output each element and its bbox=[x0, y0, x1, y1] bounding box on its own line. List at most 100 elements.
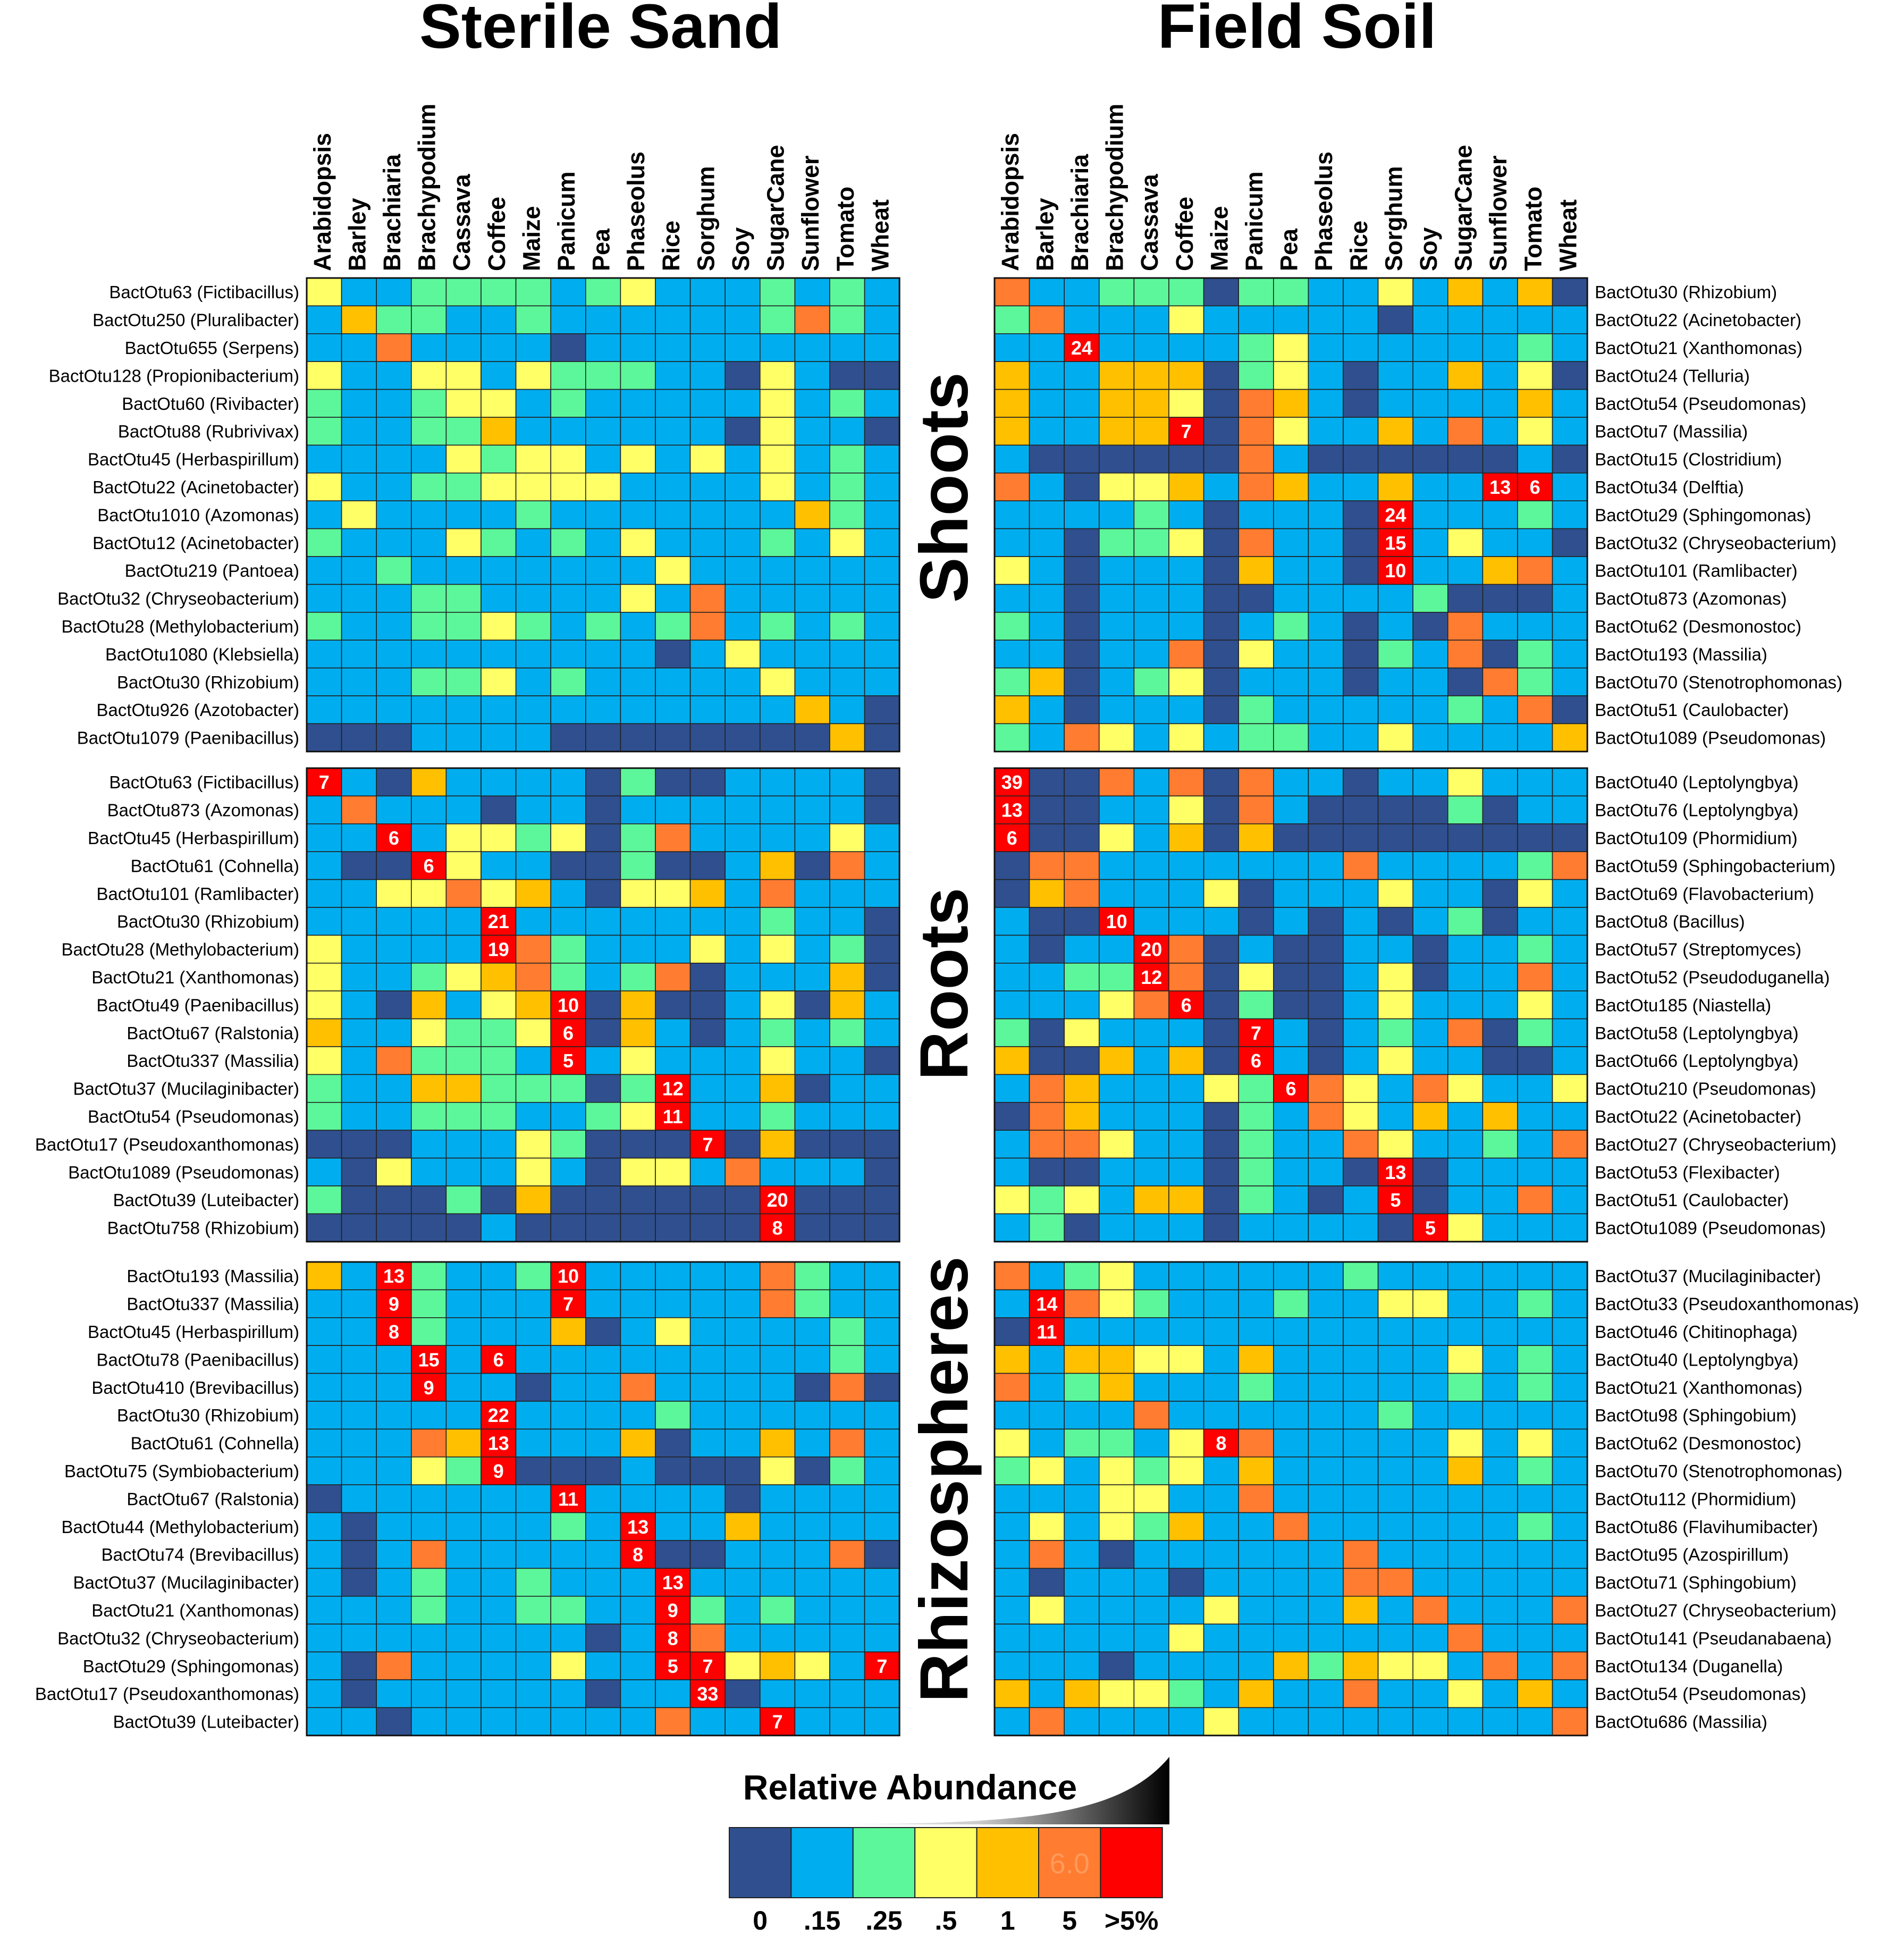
heatmap-cell bbox=[1308, 333, 1344, 362]
heatmap-cell bbox=[1064, 1679, 1100, 1708]
heatmap-cell bbox=[1552, 417, 1588, 446]
heatmap-cell bbox=[1447, 1707, 1484, 1736]
heatmap-cell bbox=[1482, 277, 1518, 307]
heatmap-cell bbox=[410, 1102, 447, 1131]
heatmap-cell bbox=[655, 1157, 691, 1186]
cell-value-label: 7 bbox=[319, 771, 330, 793]
column-header-brachypodium-field-soil: Brachypodium bbox=[1101, 104, 1128, 271]
heatmap-cell bbox=[794, 1345, 830, 1374]
heatmap-cell bbox=[1273, 1401, 1309, 1430]
heatmap-cell bbox=[655, 823, 691, 853]
heatmap-cell bbox=[1064, 1373, 1100, 1402]
heatmap-cell bbox=[1517, 1401, 1553, 1430]
heatmap-cell bbox=[1552, 1428, 1588, 1458]
heatmap-cell bbox=[724, 823, 761, 853]
heatmap-cell bbox=[1133, 1568, 1169, 1597]
heatmap-cell bbox=[1447, 417, 1484, 446]
heatmap-cell bbox=[724, 990, 761, 1020]
heatmap-cell bbox=[585, 277, 621, 307]
heatmap-cell bbox=[689, 1345, 726, 1374]
heatmap-cell bbox=[689, 1707, 726, 1736]
heatmap-cell bbox=[1133, 823, 1169, 853]
heatmap-cell bbox=[445, 1707, 482, 1736]
heatmap-cell bbox=[1343, 1046, 1379, 1075]
heatmap-cell bbox=[1308, 277, 1344, 307]
heatmap-cell bbox=[410, 1623, 447, 1653]
heatmap-cell bbox=[1203, 823, 1240, 853]
heatmap-cell bbox=[620, 1018, 656, 1047]
heatmap-cell bbox=[306, 1157, 342, 1186]
heatmap-cell bbox=[1343, 1102, 1379, 1131]
heatmap-cell bbox=[376, 500, 412, 529]
heatmap-cell bbox=[1517, 667, 1553, 696]
heatmap-cell bbox=[994, 639, 1030, 669]
heatmap-panels: BactOtu63 (Fictibacillus)BactOtu250 (Plu… bbox=[35, 277, 1859, 1737]
heatmap-cell bbox=[550, 1651, 586, 1680]
heatmap-cell bbox=[306, 277, 342, 307]
heatmap-cell bbox=[1029, 1185, 1065, 1215]
heatmap-cell bbox=[1482, 1428, 1518, 1458]
heatmap-cell bbox=[724, 333, 761, 362]
heatmap-cell bbox=[1168, 1707, 1204, 1736]
heatmap-cell bbox=[341, 1046, 377, 1075]
heatmap-cell bbox=[1064, 823, 1100, 853]
heatmap-cell bbox=[1447, 333, 1484, 362]
heatmap-cell bbox=[1343, 907, 1379, 936]
heatmap-cell bbox=[1447, 963, 1484, 992]
heatmap-cell bbox=[1308, 417, 1344, 446]
heatmap-cell bbox=[994, 1540, 1030, 1569]
heatmap-cell bbox=[794, 823, 830, 853]
row-label: BactOtu60 (Rivibacter) bbox=[122, 394, 299, 414]
heatmap-cell bbox=[864, 990, 900, 1020]
heatmap-cell bbox=[410, 333, 447, 362]
heatmap-cell bbox=[829, 417, 865, 446]
heatmap-cell bbox=[620, 1261, 656, 1291]
heatmap-cell bbox=[1308, 584, 1344, 613]
heatmap-cell bbox=[410, 1707, 447, 1736]
heatmap-cell bbox=[1412, 1428, 1448, 1458]
cell-value-label: 15 bbox=[1385, 532, 1406, 554]
heatmap-cell bbox=[794, 1623, 830, 1653]
heatmap-cell bbox=[620, 667, 656, 696]
heatmap-cell bbox=[689, 639, 726, 669]
heatmap-cell bbox=[760, 1457, 796, 1486]
heatmap-cell bbox=[1203, 1046, 1240, 1075]
heatmap-cell bbox=[864, 1157, 900, 1186]
heatmap-cell bbox=[1273, 1623, 1309, 1653]
heatmap-cell bbox=[1168, 1623, 1204, 1653]
cell-value-label: 7 bbox=[1181, 420, 1192, 442]
heatmap-cell bbox=[341, 500, 377, 529]
cell-value-label: 5 bbox=[1425, 1217, 1436, 1239]
heatmap-cell bbox=[515, 1373, 551, 1402]
heatmap-cell bbox=[585, 1130, 621, 1159]
heatmap-cell bbox=[829, 556, 865, 585]
cell-value-label: 6 bbox=[1251, 1050, 1261, 1072]
heatmap-cell bbox=[376, 1651, 412, 1680]
heatmap-cell bbox=[689, 277, 726, 307]
heatmap-cell bbox=[1029, 1651, 1065, 1680]
heatmap-cell bbox=[306, 500, 342, 529]
heatmap-cell bbox=[481, 1512, 517, 1541]
cell-value-label: 19 bbox=[488, 939, 509, 961]
heatmap-cell bbox=[1064, 695, 1100, 725]
heatmap-cell bbox=[515, 1651, 551, 1680]
panel-border bbox=[306, 767, 900, 1243]
legend-swatch bbox=[1100, 1827, 1163, 1898]
heatmap-cell bbox=[689, 1289, 726, 1318]
heatmap-cell bbox=[1482, 389, 1518, 418]
heatmap-cell bbox=[1308, 667, 1344, 696]
heatmap-cell bbox=[1099, 417, 1135, 446]
heatmap-cell bbox=[724, 907, 761, 936]
heatmap-cell bbox=[1377, 1074, 1414, 1103]
heatmap-cell bbox=[1308, 935, 1344, 964]
heatmap-cell bbox=[724, 1651, 761, 1680]
heatmap-cell bbox=[515, 584, 551, 613]
heatmap-cell bbox=[1133, 1317, 1169, 1346]
heatmap-cell bbox=[585, 851, 621, 880]
legend-tick-label: .25 bbox=[865, 1906, 903, 1935]
heatmap-cell bbox=[410, 1373, 447, 1402]
heatmap-cell bbox=[655, 1074, 691, 1103]
heatmap-cell bbox=[1029, 879, 1065, 908]
heatmap-cell bbox=[1308, 1707, 1344, 1736]
heatmap-cell bbox=[1308, 879, 1344, 908]
